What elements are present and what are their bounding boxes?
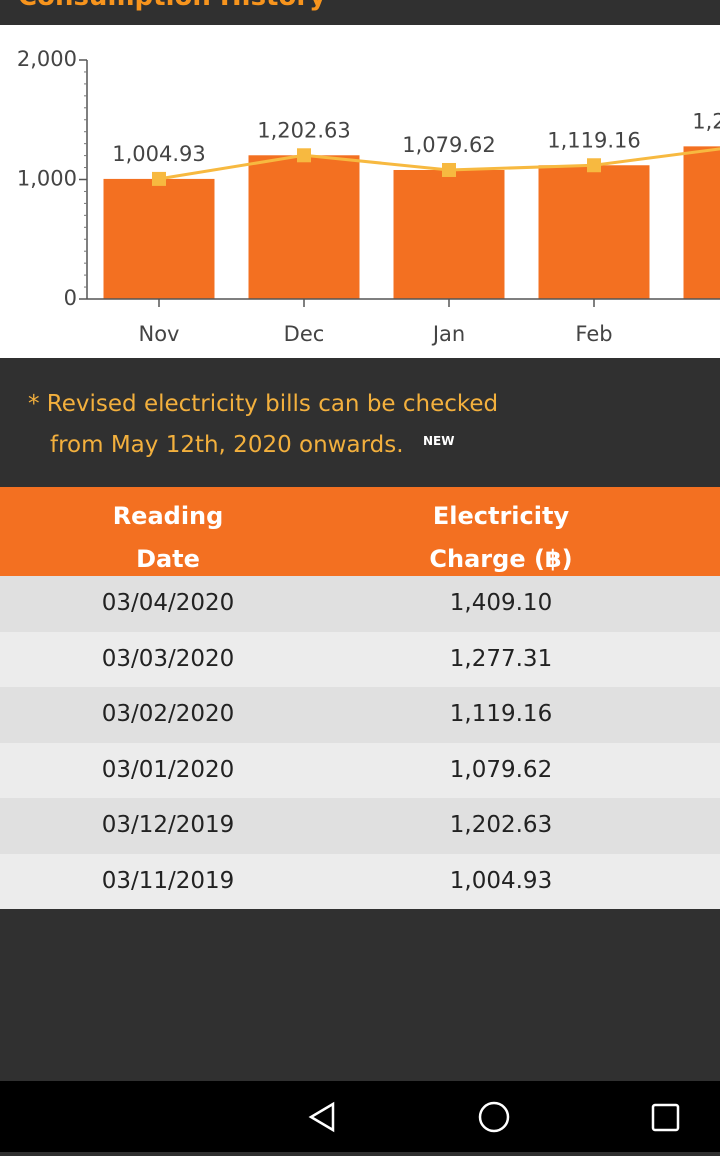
- nav-icons: [0, 1081, 720, 1152]
- y-tick-label: 1,000: [17, 167, 77, 191]
- point-marker: [297, 148, 311, 162]
- header-line: Date: [18, 538, 318, 581]
- table-cell: 03/02/2020: [18, 687, 318, 742]
- x-tick-label: Jan: [431, 322, 465, 346]
- table-cell: 1,119.16: [351, 687, 651, 742]
- new-badge: NEW: [423, 434, 454, 448]
- bar: [684, 146, 720, 299]
- top-bar: Consumption History: [0, 0, 720, 25]
- table-cell: 1,277.31: [351, 632, 651, 687]
- table-cell: 03/01/2020: [18, 743, 318, 798]
- chart: 0 1,000 2,000 Nov Dec Jan Feb 1,004.93 1,202.63 1…: [0, 25, 720, 358]
- bar: [394, 170, 505, 299]
- data-label: 1,079.62: [402, 133, 496, 157]
- x-tick-label: Feb: [575, 322, 612, 346]
- section-title: Consumption History: [18, 0, 326, 12]
- home-button[interactable]: [480, 1103, 508, 1131]
- notice-line: from May 12th, 2020 onwards.: [50, 432, 404, 458]
- x-tick-label: Dec: [284, 322, 325, 346]
- data-label: 1,277.31: [692, 109, 720, 133]
- data-label: 1,119.16: [547, 128, 641, 152]
- header-line: Reading: [18, 495, 318, 538]
- y-tick-label: 2,000: [17, 47, 77, 71]
- header-line: Electricity: [351, 495, 651, 538]
- recents-button[interactable]: [653, 1105, 678, 1130]
- point-marker: [152, 172, 166, 186]
- data-label: 1,202.63: [257, 118, 351, 142]
- notice-line: * Revised electricity bills can be check…: [28, 391, 498, 417]
- table-cell: 03/12/2019: [18, 798, 318, 853]
- nav-bar: [0, 1081, 720, 1152]
- table-cell: 03/11/2019: [18, 854, 318, 909]
- x-tick-label: Nov: [139, 322, 180, 346]
- point-marker: [587, 158, 601, 172]
- table-row: 03/03/2020 1,277.31: [0, 632, 720, 688]
- header-line: Charge (฿): [351, 538, 651, 581]
- notice: * Revised electricity bills can be check…: [0, 358, 720, 487]
- bar: [249, 155, 360, 299]
- point-marker: [442, 163, 456, 177]
- table-row: 03/01/2020 1,079.62: [0, 743, 720, 799]
- bar: [539, 165, 650, 299]
- table-cell: 1,079.62: [351, 743, 651, 798]
- table-cell: 1,202.63: [351, 798, 651, 853]
- table-row: 03/11/2019 1,004.93: [0, 854, 720, 910]
- table-cell: 03/03/2020: [18, 632, 318, 687]
- back-button[interactable]: [311, 1104, 333, 1130]
- table-row: 03/04/2020 1,409.10: [0, 576, 720, 632]
- table-row: 03/12/2019 1,202.63: [0, 798, 720, 854]
- table-cell: 1,004.93: [351, 854, 651, 909]
- table-cell: 1,409.10: [351, 576, 651, 631]
- y-tick-label: 0: [64, 286, 77, 310]
- table-row: 03/02/2020 1,119.16: [0, 687, 720, 743]
- table-cell: 03/04/2020: [18, 576, 318, 631]
- bar: [104, 179, 215, 299]
- data-label: 1,004.93: [112, 142, 206, 166]
